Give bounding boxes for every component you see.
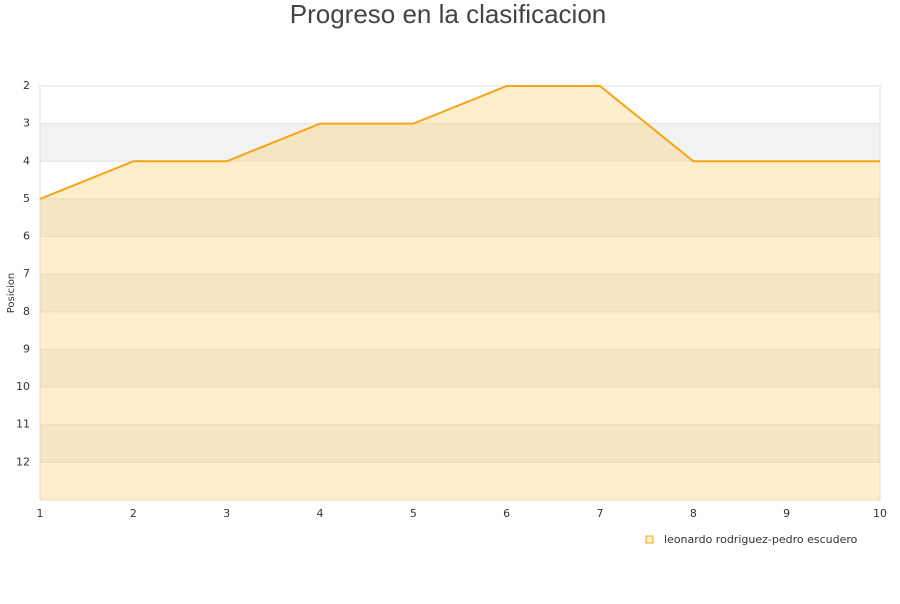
y-tick-label: 10 <box>16 380 30 393</box>
y-tick-label: 5 <box>23 192 30 205</box>
y-axis-label: Posicion <box>6 273 17 314</box>
y-tick-label: 9 <box>23 342 30 355</box>
grid-band <box>40 274 880 312</box>
y-tick-label: 12 <box>16 455 30 468</box>
x-tick-label: 10 <box>873 507 887 520</box>
x-tick-label: 7 <box>597 507 604 520</box>
chart-title: Progreso en la clasificacion <box>290 0 607 29</box>
x-tick-label: 8 <box>690 507 697 520</box>
y-tick-label: 11 <box>16 418 30 431</box>
x-tick-label: 4 <box>317 507 324 520</box>
grid-band <box>40 424 880 463</box>
area-fill <box>40 86 880 500</box>
x-tick-label: 3 <box>223 507 230 520</box>
legend-swatch <box>645 535 654 544</box>
y-tick-label: 2 <box>23 79 30 92</box>
y-tick-label: 4 <box>23 154 30 167</box>
x-tick-label: 2 <box>130 507 137 520</box>
x-tick-label: 1 <box>37 507 44 520</box>
x-tick-label: 9 <box>783 507 790 520</box>
grid-band <box>40 123 880 162</box>
legend-label: leonardo rodriguez-pedro escudero <box>664 533 858 546</box>
y-tick-label: 3 <box>23 117 30 130</box>
y-tick-label: 7 <box>23 267 30 280</box>
grid-band <box>40 198 880 237</box>
grid-band <box>40 349 880 388</box>
line <box>39 85 880 200</box>
y-tick-label: 6 <box>23 230 30 243</box>
x-tick-label: 6 <box>503 507 510 520</box>
y-tick-label: 8 <box>23 305 30 318</box>
x-tick-label: 5 <box>410 507 417 520</box>
